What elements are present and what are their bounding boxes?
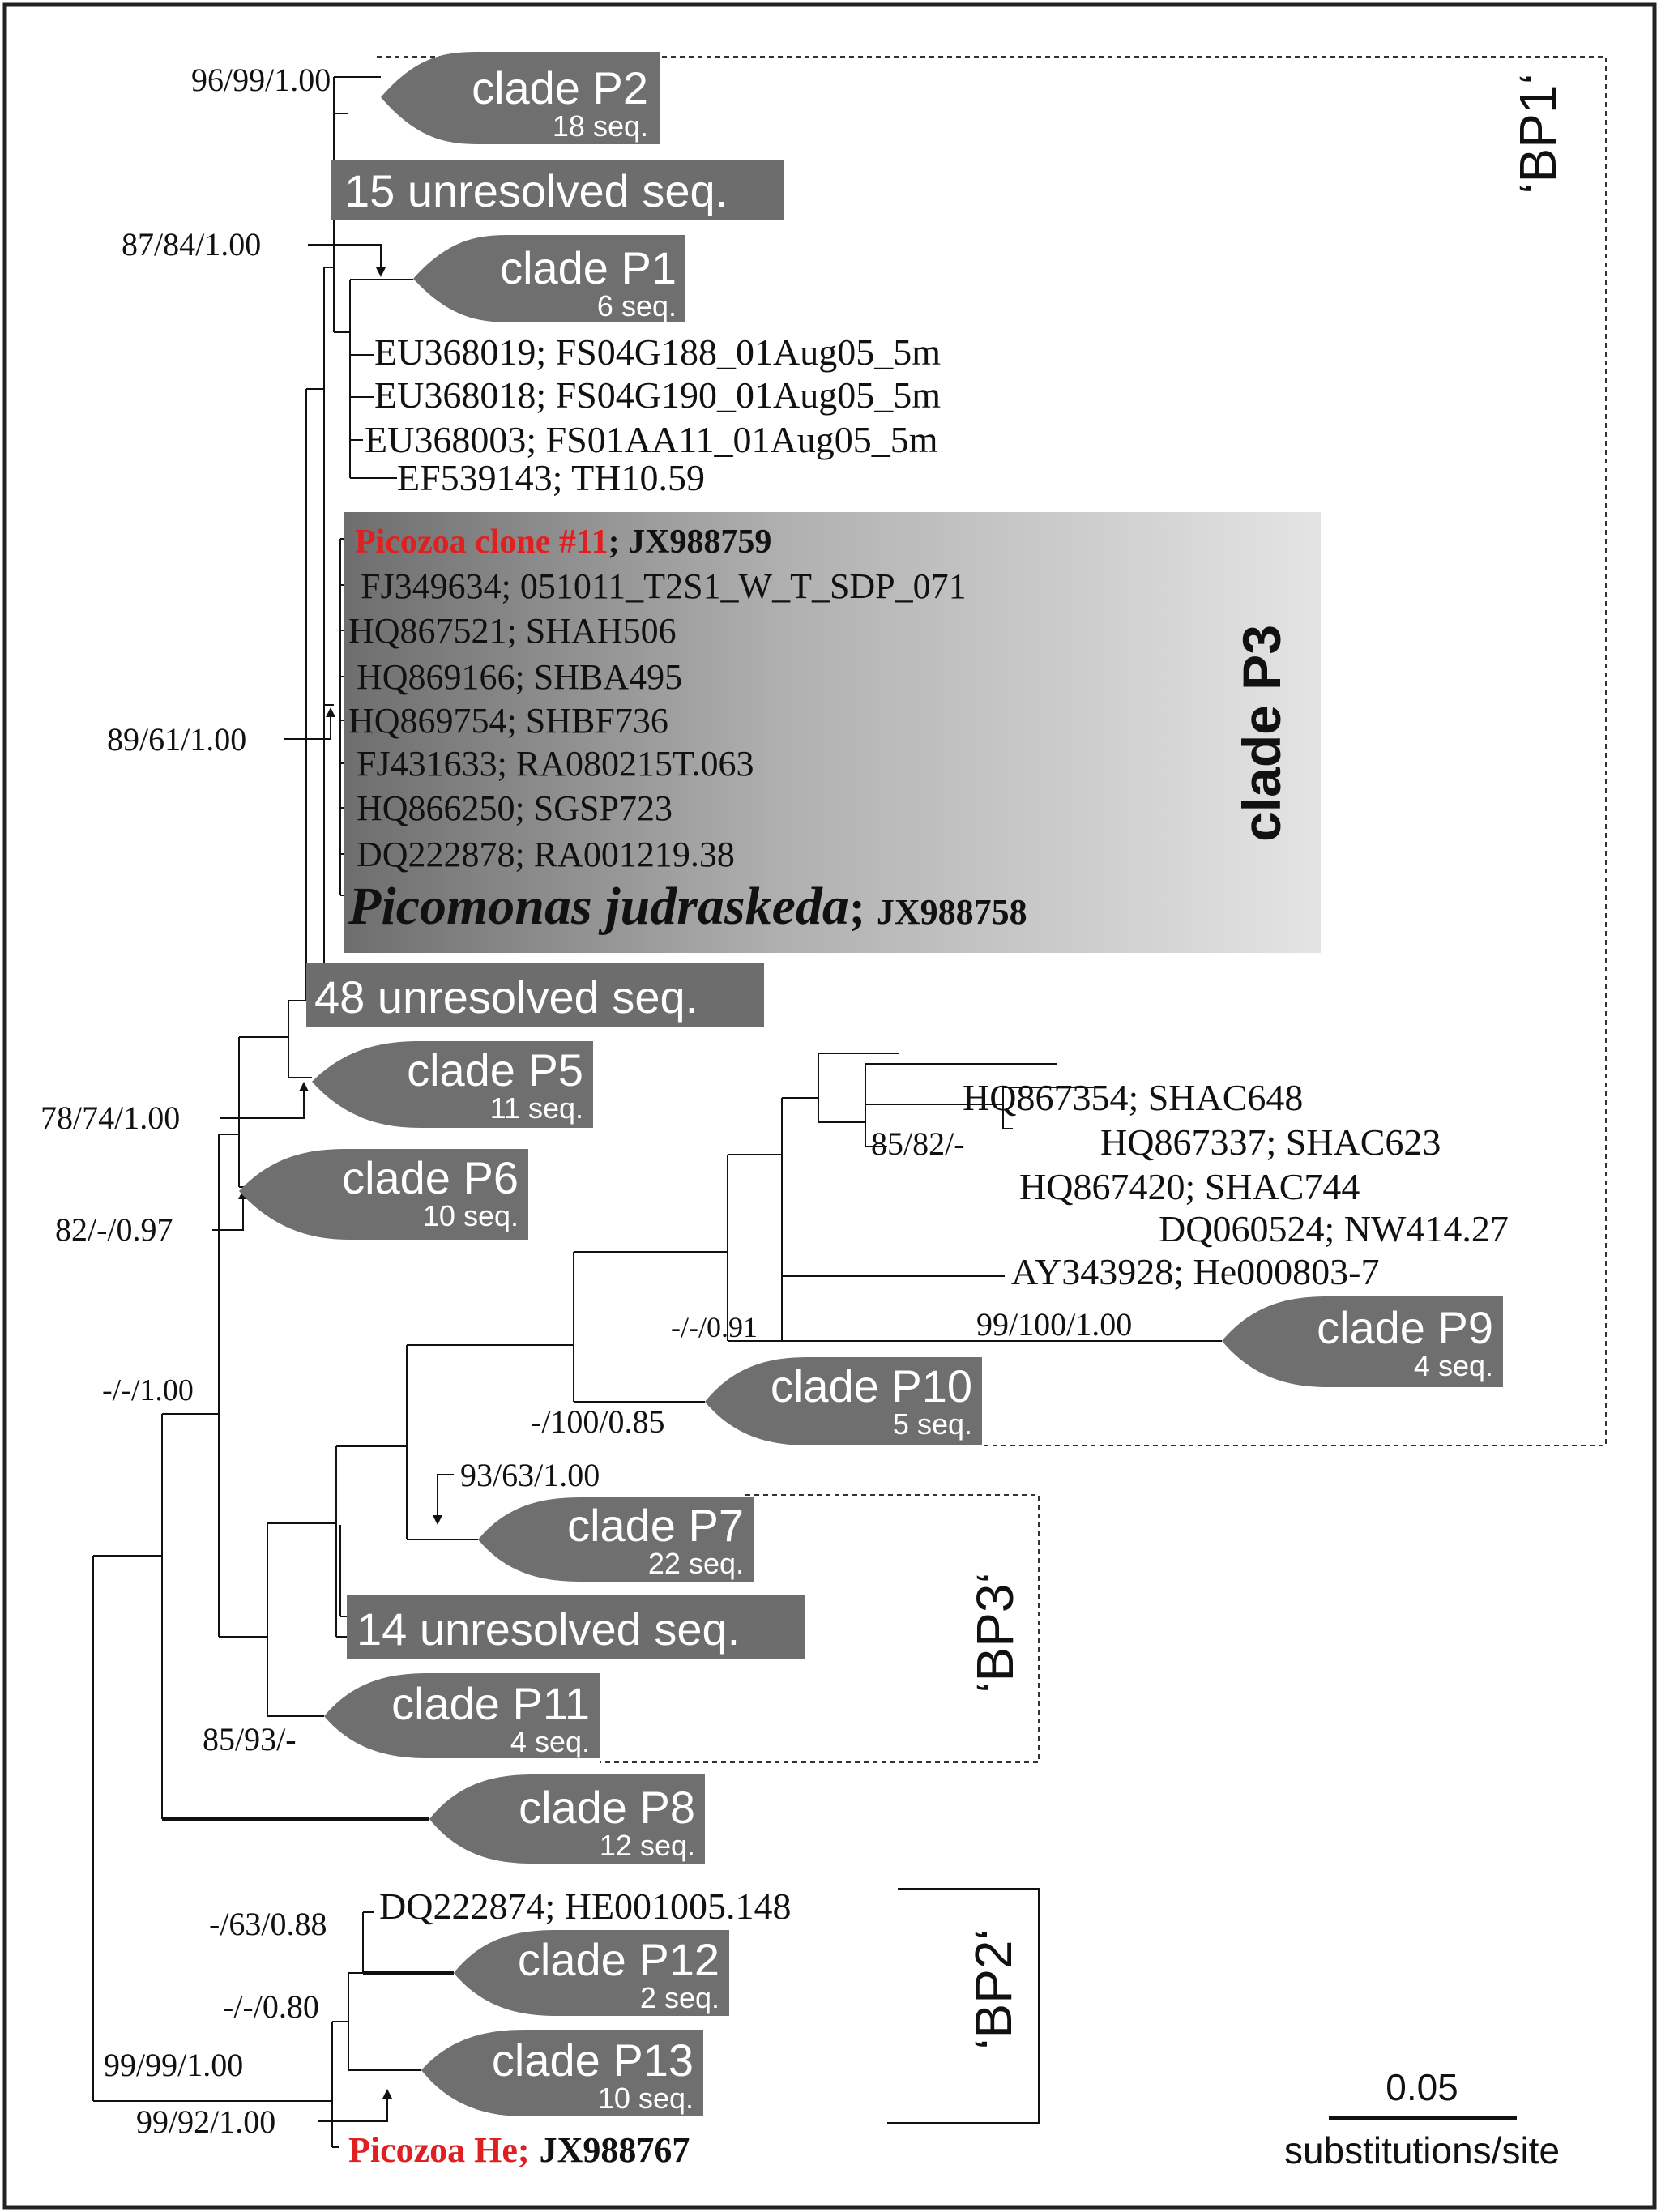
- clade-p10-count: 5 seq.: [893, 1407, 972, 1441]
- clade-p3-label: clade P3: [1232, 625, 1292, 842]
- clade-p5-name: clade P5: [407, 1044, 583, 1095]
- clade-p8-count: 12 seq.: [600, 1829, 695, 1862]
- leaf-hq867354: HQ867354; SHAC648: [963, 1077, 1303, 1118]
- support-value: 89/61/1.00: [107, 721, 246, 758]
- clade-p13-count: 10 seq.: [598, 2082, 694, 2115]
- leaf-ay343928: AY343928; He000803-7: [1011, 1251, 1379, 1292]
- picozoa-clone11-name: Picozoa clone #11: [355, 523, 608, 561]
- leaf-eu368003: EU368003; FS01AA11_01Aug05_5m: [365, 419, 938, 460]
- picomonas-semicolon: ;: [849, 881, 865, 934]
- leaf-hq867420: HQ867420; SHAC744: [1019, 1166, 1360, 1207]
- picozoa-he-name: Picozoa He;: [348, 2130, 530, 2170]
- clade-p7-name: clade P7: [567, 1500, 744, 1551]
- picomonas-accession: JX988758: [877, 892, 1027, 932]
- clade-p10: clade P10 5 seq.: [705, 1357, 982, 1445]
- unresolved-14-label: 14 unresolved seq.: [357, 1603, 740, 1655]
- support-value: 85/82/-: [871, 1125, 965, 1162]
- clade-p11: clade P11 4 seq.: [324, 1673, 600, 1758]
- clade-p11-count: 4 seq.: [510, 1725, 590, 1758]
- bp3-label: ‘BP3‘: [966, 1572, 1024, 1693]
- picomonas-name: Picomonas judraskeda: [348, 877, 849, 936]
- support-value: -/-/0.91: [671, 1311, 758, 1343]
- clade-p12: clade P12 2 seq.: [454, 1930, 729, 2016]
- unresolved-15-label: 15 unresolved seq.: [344, 165, 728, 216]
- clade-p3-leaf-5: FJ431633; RA080215T.063: [357, 744, 754, 784]
- leaf-picozoa-he: Picozoa He; JX988767: [348, 2130, 690, 2170]
- unresolved-48-box: [306, 963, 764, 1027]
- clade-p3-leaf-1: FJ349634; 051011_T2S1_W_T_SDP_071: [361, 566, 967, 606]
- clade-p6: clade P6 10 seq.: [239, 1149, 528, 1240]
- clade-p3-leaf-3: HQ869166; SHBA495: [357, 657, 682, 697]
- support-value: 99/100/1.00: [976, 1306, 1132, 1343]
- clade-p1-name: clade P1: [500, 242, 677, 293]
- clade-p13: clade P13 10 seq.: [421, 2030, 703, 2116]
- clade-p5-count: 11 seq.: [490, 1091, 583, 1125]
- clade-p12-count: 2 seq.: [640, 1981, 719, 2014]
- clade-p3-leaf-2: HQ867521; SHAH506: [348, 611, 677, 651]
- support-value: 99/99/1.00: [104, 2047, 243, 2083]
- clade-p8-name: clade P8: [519, 1782, 695, 1833]
- leaf-ef539143: EF539143; TH10.59: [397, 457, 705, 498]
- tree-branches: [92, 76, 1222, 2148]
- support-value: -/63/0.88: [209, 1906, 327, 1942]
- clade-p3-clone11: Picozoa clone #11; JX988759: [355, 523, 771, 561]
- bp2-label: ‘BP2‘: [964, 1928, 1023, 2049]
- clade-p3-leaf-4: HQ869754; SHBF736: [348, 701, 668, 741]
- clade-p9-name: clade P9: [1317, 1302, 1493, 1353]
- clade-p1: clade P1 6 seq.: [413, 234, 685, 322]
- leaf-hq867337: HQ867337; SHAC623: [1100, 1121, 1441, 1163]
- clade-p9: clade P9 4 seq.: [1222, 1296, 1503, 1387]
- unresolved-15-box: [331, 160, 784, 220]
- scale-bar-unit: substitutions/site: [1284, 2129, 1560, 2171]
- clade-p9-count: 4 seq.: [1414, 1349, 1493, 1382]
- clade-p12-name: clade P12: [518, 1934, 719, 1985]
- clade-p8: clade P8 12 seq.: [429, 1774, 705, 1864]
- support-value: 85/93/-: [203, 1721, 297, 1757]
- leaf-dq222874: DQ222874; HE001005.148: [379, 1885, 792, 1927]
- support-arrows: [212, 244, 454, 2122]
- clade-p7: clade P7 22 seq.: [478, 1497, 754, 1582]
- clade-p2-name: clade P2: [472, 62, 648, 113]
- support-value: -/-/0.80: [223, 1988, 319, 2025]
- leaf-dq060524: DQ060524; NW414.27: [1159, 1208, 1509, 1249]
- clade-p11-name: clade P11: [391, 1678, 590, 1729]
- clade-p6-count: 10 seq.: [423, 1199, 519, 1232]
- support-value: -/100/0.85: [531, 1403, 665, 1440]
- clade-p6-name: clade P6: [342, 1152, 519, 1203]
- bp1-label: ‘BP1‘: [1509, 73, 1567, 194]
- clade-p2-count: 18 seq.: [553, 109, 648, 143]
- clade-p3-box: [344, 512, 1321, 953]
- clade-p1-count: 6 seq.: [597, 289, 677, 322]
- picomonas-judraskeda-label: Picomonas judraskeda; JX988758: [348, 877, 1027, 936]
- support-value: -/-/1.00: [102, 1373, 194, 1407]
- bp3-group-box: [600, 1494, 1040, 1763]
- clade-p2: clade P2 18 seq.: [381, 51, 660, 144]
- clade-p3-leaf-6: HQ866250; SGSP723: [357, 788, 673, 828]
- clade-p10-name: clade P10: [771, 1360, 972, 1411]
- support-value: 96/99/1.00: [191, 62, 331, 98]
- leaf-eu368018: EU368018; FS04G190_01Aug05_5m: [374, 374, 941, 416]
- support-value: 93/63/1.00: [460, 1457, 600, 1493]
- support-value: 99/92/1.00: [136, 2103, 275, 2140]
- picozoa-clone11-accession: ; JX988759: [608, 523, 772, 561]
- clade-p3-leaf-7: DQ222878; RA001219.38: [357, 835, 735, 874]
- unresolved-48-label: 48 unresolved seq.: [314, 971, 698, 1023]
- support-value: 87/84/1.00: [122, 226, 261, 263]
- picozoa-he-accession: JX988767: [540, 2130, 690, 2170]
- unresolved-14-box: [347, 1595, 805, 1659]
- scale-bar-value: 0.05: [1386, 2066, 1458, 2108]
- clade-p5: clade P5 11 seq.: [312, 1041, 593, 1128]
- support-value: 82/-/0.97: [55, 1211, 173, 1248]
- support-value: 78/74/1.00: [41, 1100, 180, 1136]
- bp2-group-bracket: [887, 1888, 1040, 2124]
- clade-p13-name: clade P13: [492, 2035, 694, 2086]
- leaf-eu368019: EU368019; FS04G188_01Aug05_5m: [374, 331, 941, 373]
- clade-p7-count: 22 seq.: [648, 1547, 744, 1580]
